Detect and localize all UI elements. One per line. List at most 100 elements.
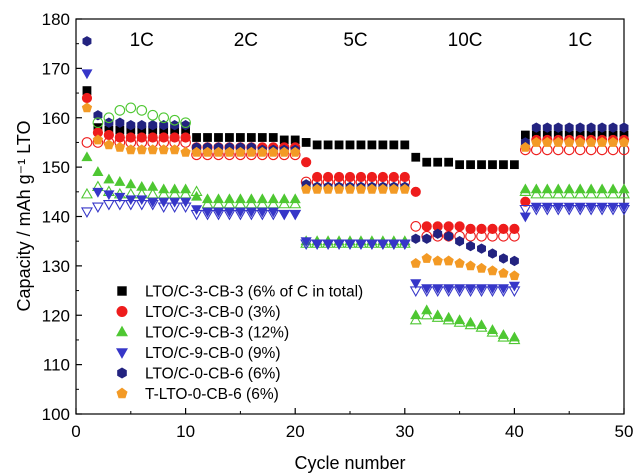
y-axis-title: Capacity / mAh g⁻¹ LTO (14, 121, 34, 312)
data-point (322, 183, 334, 194)
legend-label: LTO/C-9-CB-3 (12%) (145, 325, 289, 342)
data-point (158, 112, 170, 124)
data-point (92, 166, 104, 176)
data-point (388, 171, 399, 183)
data-point (344, 183, 356, 194)
data-point (422, 233, 432, 244)
data-point (236, 133, 245, 142)
data-point (421, 304, 433, 315)
data-point (443, 311, 455, 322)
series-group (80, 69, 630, 297)
data-point (497, 329, 509, 339)
data-point (454, 284, 466, 294)
y-tick-label: 140 (42, 208, 70, 227)
data-point (420, 308, 433, 320)
data-point (92, 117, 104, 129)
data-point (82, 36, 92, 47)
legend-label: LTO/C-3-CB-3 (6% of C in total) (145, 284, 363, 301)
data-point (443, 284, 455, 294)
data-point (465, 260, 476, 271)
data-point (103, 139, 115, 150)
data-point (377, 239, 389, 250)
data-point (574, 202, 586, 213)
data-point (256, 207, 268, 218)
x-tick-label: 0 (71, 422, 80, 441)
data-point (476, 262, 487, 273)
data-point (257, 133, 267, 142)
data-point (542, 122, 552, 133)
data-point (103, 190, 115, 201)
data-point (618, 137, 630, 147)
data-point (498, 223, 509, 234)
data-point (311, 239, 323, 250)
data-point (497, 284, 509, 294)
data-point (169, 132, 180, 143)
data-point (125, 178, 137, 189)
data-point (596, 202, 608, 213)
data-point (355, 183, 367, 194)
data-point (410, 221, 422, 232)
y-tick-label: 160 (42, 109, 70, 128)
y-tick-label: 170 (42, 59, 70, 78)
data-point (411, 233, 421, 244)
data-point (224, 146, 235, 157)
data-point (488, 160, 497, 170)
x-tick-label: 20 (286, 422, 305, 441)
data-point (597, 122, 607, 133)
data-point (136, 104, 148, 116)
data-point (519, 204, 532, 216)
data-point (158, 144, 169, 155)
data-point (585, 202, 597, 213)
data-point (169, 114, 180, 126)
data-point (499, 160, 508, 170)
data-point (585, 137, 597, 147)
data-point (454, 221, 465, 232)
data-point (223, 207, 235, 218)
data-point (607, 183, 619, 194)
data-point (618, 183, 630, 194)
data-point (477, 160, 486, 170)
data-point (608, 122, 618, 133)
data-point (147, 197, 159, 208)
data-point (201, 207, 214, 218)
data-point (92, 134, 104, 145)
data-point (618, 187, 630, 199)
data-point (180, 117, 191, 129)
data-point (509, 223, 520, 234)
data-point (81, 69, 93, 80)
data-point (267, 207, 279, 218)
data-point (355, 239, 367, 250)
data-point (400, 140, 410, 150)
data-point (422, 157, 432, 167)
data-point (81, 151, 93, 162)
data-point (234, 193, 246, 204)
data-point (541, 202, 553, 213)
data-point (366, 171, 378, 183)
data-point (355, 171, 367, 183)
rate-label: 10C (448, 30, 483, 51)
data-point (356, 140, 366, 150)
data-point (498, 253, 508, 264)
data-point (235, 146, 246, 157)
data-point (563, 187, 576, 199)
data-point (486, 324, 499, 334)
data-point (563, 183, 575, 194)
data-point (191, 146, 202, 157)
data-point (181, 120, 191, 131)
legend-marker (116, 325, 128, 337)
data-point (158, 197, 170, 208)
data-point (509, 255, 519, 267)
data-point (477, 243, 486, 254)
data-point (476, 223, 487, 234)
x-tick-label: 10 (176, 422, 195, 441)
data-point (201, 193, 214, 204)
data-point (256, 193, 268, 204)
data-point (575, 137, 586, 147)
data-point (81, 92, 93, 104)
data-point (596, 183, 608, 194)
data-point (212, 207, 225, 218)
data-point (147, 109, 159, 121)
data-point (596, 137, 608, 147)
series-group (92, 102, 191, 129)
data-point (334, 140, 344, 150)
